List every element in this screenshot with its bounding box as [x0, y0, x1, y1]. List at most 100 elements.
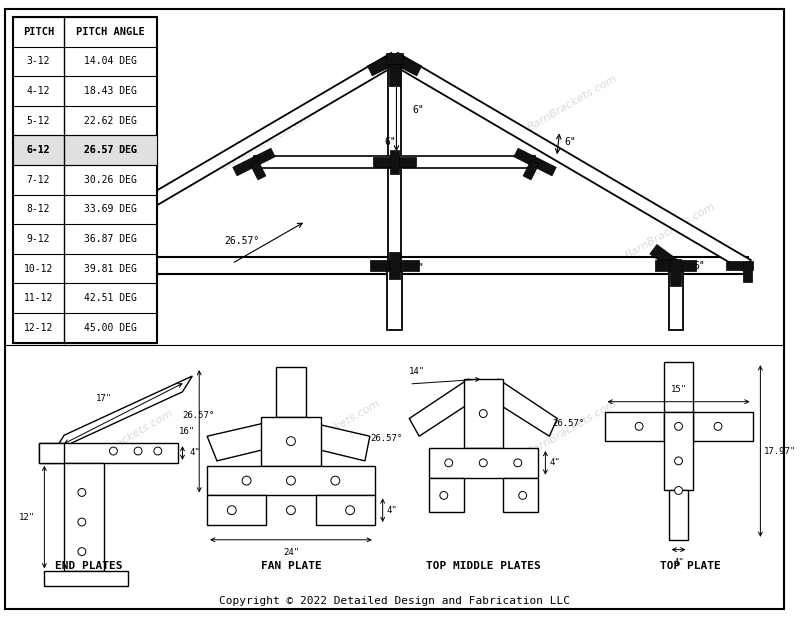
- Circle shape: [440, 491, 448, 499]
- Text: 45.00 DEG: 45.00 DEG: [84, 323, 137, 332]
- Polygon shape: [39, 443, 178, 463]
- Polygon shape: [664, 412, 694, 491]
- Polygon shape: [514, 148, 556, 176]
- Polygon shape: [276, 367, 306, 417]
- Polygon shape: [389, 252, 400, 279]
- Polygon shape: [429, 448, 538, 478]
- Polygon shape: [389, 59, 400, 86]
- Polygon shape: [388, 59, 401, 266]
- Text: 33.69 DEG: 33.69 DEG: [84, 205, 137, 214]
- Bar: [13, 135, 157, 165]
- Polygon shape: [669, 491, 689, 540]
- Text: 6": 6": [412, 263, 424, 273]
- Polygon shape: [44, 572, 128, 586]
- Circle shape: [518, 491, 526, 499]
- Polygon shape: [429, 478, 463, 512]
- Polygon shape: [37, 263, 46, 282]
- Text: 6-12: 6-12: [26, 145, 50, 155]
- Polygon shape: [386, 53, 402, 64]
- Polygon shape: [262, 417, 321, 466]
- Polygon shape: [694, 412, 753, 441]
- Text: TOP MIDDLE PLATES: TOP MIDDLE PLATES: [426, 561, 541, 572]
- Text: PITCH ANGLE: PITCH ANGLE: [76, 27, 145, 37]
- Polygon shape: [250, 160, 266, 180]
- Text: 26.57 DEG: 26.57 DEG: [84, 145, 137, 155]
- Text: 6": 6": [565, 137, 576, 147]
- Polygon shape: [490, 379, 558, 436]
- Polygon shape: [664, 362, 694, 412]
- Polygon shape: [38, 53, 398, 271]
- Text: 11-12: 11-12: [24, 293, 53, 303]
- Circle shape: [674, 423, 682, 430]
- Polygon shape: [387, 266, 402, 330]
- Text: 3-12: 3-12: [26, 56, 50, 67]
- Text: 14.04 DEG: 14.04 DEG: [84, 56, 137, 67]
- Text: 26.57°: 26.57°: [370, 434, 402, 442]
- Polygon shape: [523, 160, 539, 180]
- Polygon shape: [503, 478, 538, 512]
- Text: 26.57°: 26.57°: [182, 411, 214, 420]
- Text: 6": 6": [385, 137, 396, 147]
- Polygon shape: [605, 412, 664, 441]
- Text: 5-12: 5-12: [26, 116, 50, 125]
- Circle shape: [331, 476, 340, 485]
- Text: 26.57 DEG: 26.57 DEG: [84, 145, 137, 155]
- Text: 8-12: 8-12: [26, 205, 50, 214]
- Circle shape: [154, 447, 162, 455]
- Bar: [13, 17, 157, 342]
- Text: 22.62 DEG: 22.62 DEG: [84, 116, 137, 125]
- Circle shape: [479, 410, 487, 418]
- Text: 4": 4": [190, 449, 200, 457]
- Circle shape: [134, 447, 142, 455]
- Polygon shape: [392, 54, 422, 76]
- Polygon shape: [36, 261, 63, 270]
- Text: BarnBrackets.com: BarnBrackets.com: [289, 399, 382, 458]
- Circle shape: [110, 447, 118, 455]
- Polygon shape: [64, 463, 103, 572]
- Text: 36.87 DEG: 36.87 DEG: [84, 234, 137, 244]
- Circle shape: [286, 437, 295, 446]
- Text: 6-12: 6-12: [26, 145, 50, 155]
- Text: PITCH: PITCH: [23, 27, 54, 37]
- Polygon shape: [107, 259, 119, 286]
- Text: 24": 24": [283, 548, 299, 557]
- Text: 30.26 DEG: 30.26 DEG: [84, 175, 137, 185]
- Circle shape: [78, 548, 86, 556]
- Circle shape: [445, 459, 453, 467]
- Text: 4": 4": [673, 557, 684, 567]
- Text: 16": 16": [179, 427, 195, 436]
- Polygon shape: [370, 260, 419, 271]
- Text: 17.97": 17.97": [764, 447, 797, 455]
- Polygon shape: [670, 259, 682, 286]
- Circle shape: [286, 476, 295, 485]
- Circle shape: [674, 457, 682, 465]
- Circle shape: [286, 506, 295, 515]
- Polygon shape: [110, 245, 139, 270]
- Polygon shape: [233, 148, 275, 176]
- Polygon shape: [726, 261, 753, 270]
- Circle shape: [242, 476, 251, 485]
- Text: 12-12: 12-12: [24, 323, 53, 332]
- Text: 39.81 DEG: 39.81 DEG: [84, 263, 137, 274]
- Text: END PLATES: END PLATES: [55, 561, 122, 572]
- Polygon shape: [391, 53, 751, 271]
- Polygon shape: [207, 466, 374, 496]
- Circle shape: [514, 459, 522, 467]
- Polygon shape: [650, 245, 679, 270]
- Text: 42.51 DEG: 42.51 DEG: [84, 293, 137, 303]
- Polygon shape: [410, 379, 476, 436]
- Polygon shape: [42, 257, 747, 274]
- Text: 14": 14": [410, 366, 426, 376]
- Text: BarnBrackets.com: BarnBrackets.com: [219, 112, 313, 172]
- Text: Copyright © 2022 Detailed Design and Fabrication LLC: Copyright © 2022 Detailed Design and Fab…: [219, 596, 570, 606]
- Circle shape: [78, 518, 86, 526]
- Text: 4": 4": [386, 506, 398, 515]
- Circle shape: [346, 506, 354, 515]
- Polygon shape: [669, 266, 682, 330]
- Polygon shape: [106, 266, 121, 330]
- Text: 9-12: 9-12: [26, 234, 50, 244]
- Polygon shape: [390, 150, 399, 174]
- Text: 12": 12": [18, 512, 34, 522]
- Polygon shape: [93, 260, 134, 271]
- Polygon shape: [207, 421, 278, 461]
